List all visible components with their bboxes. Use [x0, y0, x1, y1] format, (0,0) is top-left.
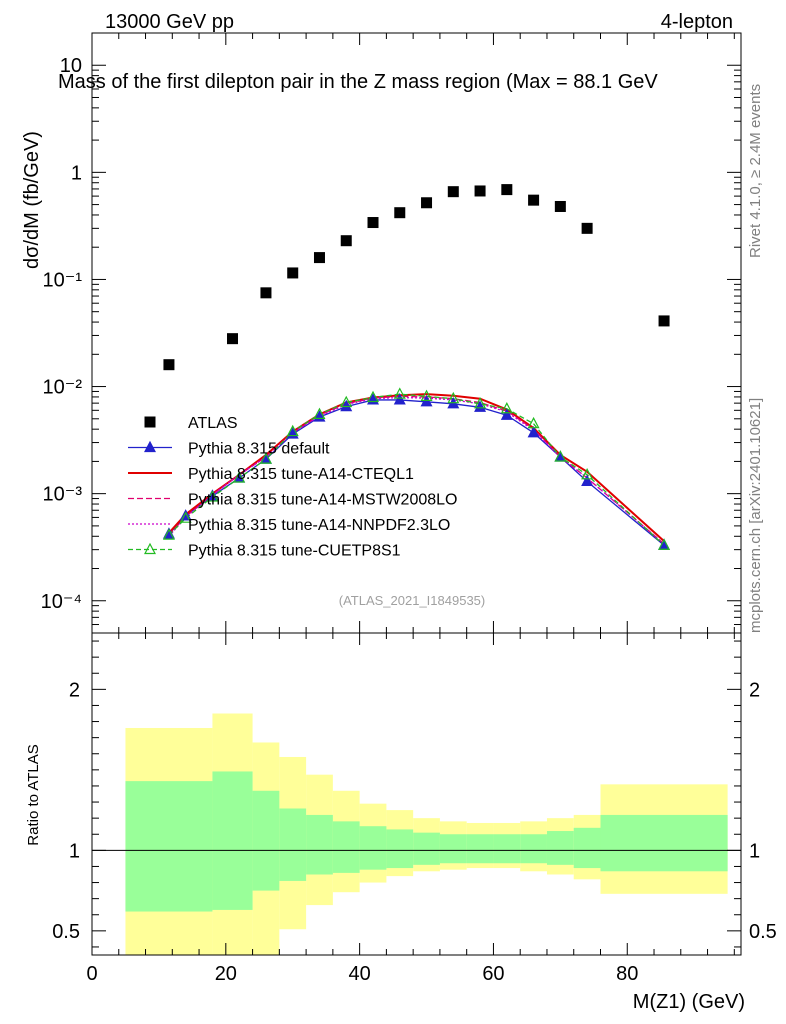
ratio-plot-panel: 0 20 40 60 80 0.5 0.5 1 1 2 2 Ratio to ATLAS M(Z1)…: [25, 632, 777, 1013]
data-point: [658, 315, 670, 327]
data-point: [163, 359, 175, 371]
ratio-y-tick-label-right: 2: [749, 679, 760, 701]
ratio-plot-frame: [91, 632, 742, 956]
main-y-label: dσ/dM (fb/GeV): [21, 131, 43, 269]
main-y-tick-label: 10⁻³: [43, 484, 83, 506]
data-point: [394, 207, 406, 219]
legend-label: Pythia 8.315 default: [188, 441, 330, 458]
series-marker: [286, 424, 299, 437]
series-marker: [367, 390, 380, 403]
x-tick-label: 0: [86, 963, 97, 985]
ratio-inner-band: [279, 808, 307, 881]
series-marker: [474, 397, 487, 409]
series-marker: [447, 391, 460, 404]
legend-label: ATLAS: [188, 415, 238, 432]
ratio-inner-band: [413, 832, 440, 865]
data-point: [581, 222, 593, 234]
series-marker: [233, 471, 246, 483]
series-marker: [581, 468, 594, 480]
series-marker: [259, 452, 272, 464]
data-point: [260, 287, 272, 299]
side-label-bottom: mcplots.cern.ch [arXiv:2401.10621]: [747, 398, 764, 633]
series-marker: [340, 399, 353, 412]
x-tick-label: 80: [616, 963, 638, 985]
ratio-inner-band: [332, 821, 360, 873]
ratio-inner-band: [546, 831, 574, 865]
series-marker: [500, 408, 513, 420]
series-marker: [162, 528, 175, 540]
main-y-tick-label: 10⁻²: [43, 377, 83, 399]
ratio-y-tick-label: 2: [69, 679, 80, 701]
legend-marker: [144, 440, 156, 453]
series-marker: [474, 400, 487, 412]
legend-label: Pythia 8.315 tune-CUETP8S1: [188, 543, 401, 560]
series-marker: [658, 538, 671, 550]
series-marker: [527, 416, 540, 429]
legend-label: Pythia 8.315 tune-A14-MSTW2008LO: [188, 492, 457, 509]
ratio-inner-band: [573, 827, 601, 869]
analysis-watermark: (ATLAS_2021_I1849535): [339, 593, 485, 608]
side-label-top: Rivet 4.1.0, ≥ 2.4M events: [747, 84, 764, 258]
main-plot-panel: 10 1 10⁻¹ 10⁻² 10⁻³ 10⁻⁴ (ATLAS_2021_I1849535…: [21, 32, 742, 634]
main-y-tick-label: 1: [71, 162, 82, 184]
series-line: [168, 395, 665, 545]
ratio-inner-band: [439, 834, 467, 864]
series-marker: [527, 426, 540, 438]
data-point: [474, 185, 486, 197]
series-marker: [340, 395, 353, 408]
data-point: [501, 184, 513, 196]
ratio-inner-band: [600, 814, 728, 872]
x-tick-label: 20: [215, 963, 237, 985]
series-marker: [179, 511, 192, 523]
ratio-inner-band: [306, 814, 333, 875]
series-marker: [500, 401, 513, 414]
legend-label: Pythia 8.315 tune-A14-CTEQL1: [188, 466, 414, 483]
data-point: [287, 267, 299, 279]
main-title: Mass of the first dilepton pair in the Z…: [58, 71, 658, 93]
data-point: [421, 197, 433, 209]
ratio-y-tick-label-right: 1: [749, 840, 760, 862]
series-marker: [554, 450, 567, 462]
legend: ATLAS Pythia 8.315 default Pythia 8.315 tu…: [128, 415, 457, 560]
x-axis-label: M(Z1) (GeV): [633, 991, 745, 1013]
x-tick-label: 60: [482, 963, 504, 985]
main-y-tick-label: 10: [60, 55, 82, 77]
data-point: [313, 252, 325, 264]
ratio-inner-band: [252, 790, 280, 891]
data-point: [367, 217, 379, 229]
header-left: 13000 GeV pp: [105, 11, 234, 33]
ratio-inner-band: [359, 826, 387, 870]
ratio-y-tick-label: 1: [69, 840, 80, 862]
main-y-tick-label: 10⁻¹: [43, 269, 83, 291]
series-marker: [420, 395, 433, 407]
data-point: [528, 194, 540, 206]
data-point: [447, 186, 459, 198]
ratio-inner-band: [520, 834, 547, 864]
series-marker: [206, 490, 219, 502]
series-marker: [581, 474, 594, 487]
x-tick-label: 40: [349, 963, 371, 985]
ratio-inner-band: [212, 771, 253, 910]
ratio-inner-band: [386, 829, 414, 869]
data-point: [227, 333, 239, 345]
header-right: 4-lepton: [661, 11, 733, 33]
ratio-y-label: Ratio to ATLAS: [25, 744, 42, 845]
ratio-inner-band: [466, 834, 494, 864]
legend-marker: [144, 542, 156, 555]
data-point: [554, 200, 566, 212]
legend-label: Pythia 8.315 tune-A14-NNPDF2.3LO: [188, 517, 450, 534]
ratio-y-tick-label-right: 0.5: [749, 921, 777, 943]
ratio-inner-band: [493, 834, 521, 864]
data-point: [340, 235, 352, 247]
series-marker: [313, 407, 326, 419]
main-y-tick-label: 10⁻⁴: [41, 591, 82, 613]
series-marker: [393, 387, 406, 399]
ratio-y-tick-label: 0.5: [52, 921, 80, 943]
legend-marker: [144, 416, 156, 428]
series-marker: [420, 389, 433, 401]
ratio-inner-band: [125, 781, 213, 912]
series-marker: [393, 393, 406, 405]
